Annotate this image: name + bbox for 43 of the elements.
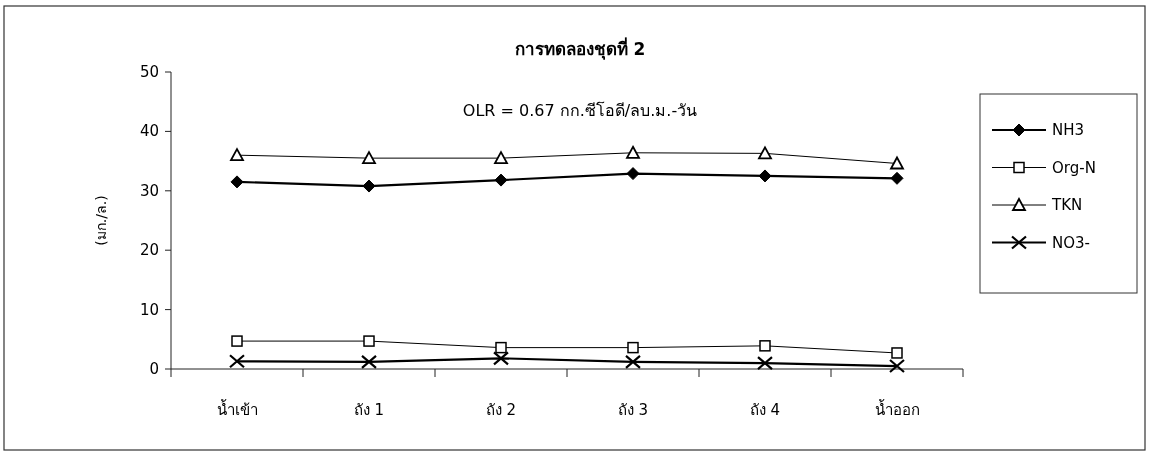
- point: [363, 335, 375, 347]
- x-tick-label: น้ำเข้า: [216, 399, 258, 419]
- point: [228, 354, 246, 369]
- point: [492, 351, 510, 366]
- point: [230, 148, 244, 162]
- point: [626, 167, 640, 181]
- legend-label: NO3-: [1052, 233, 1090, 252]
- point: [626, 145, 640, 159]
- x-tick-label: ถัง 2: [485, 401, 517, 419]
- point: [891, 347, 903, 359]
- point: [756, 355, 774, 371]
- chart-title: การทดลองชุดที่ 2: [514, 37, 646, 60]
- y-axis-title: (มก./ล.): [93, 195, 109, 246]
- point: [758, 146, 772, 160]
- point: [890, 171, 904, 185]
- legend-label: TKN: [1051, 196, 1083, 214]
- y-tick-label: 20: [139, 241, 159, 260]
- point: [495, 341, 507, 354]
- y-tick-label: 40: [139, 122, 159, 141]
- point: [759, 340, 771, 352]
- x-tick-label: ถัง 1: [353, 401, 385, 419]
- point: [230, 175, 244, 189]
- x-tick-label: ถัง 4: [749, 401, 781, 419]
- y-tick-label: 50: [139, 63, 159, 81]
- point: [494, 173, 508, 187]
- y-tick-label: 30: [139, 181, 159, 200]
- point: [362, 179, 376, 193]
- point: [888, 358, 906, 374]
- point: [494, 151, 508, 165]
- point: [890, 156, 904, 170]
- x-tick-label: น้ำออก: [874, 399, 920, 419]
- point: [758, 169, 772, 183]
- point: [360, 354, 378, 369]
- point: [624, 354, 642, 369]
- point: [362, 151, 376, 165]
- text: OLR = 0.67 กก.ซีโอดี/ลบ.ม.-วัน: [462, 101, 698, 120]
- legend-label: NH3: [1052, 121, 1085, 139]
- y-tick-label: 0: [149, 360, 159, 378]
- point: [231, 335, 243, 347]
- x-tick-label: ถัง 3: [617, 401, 649, 419]
- y-tick-label: 10: [139, 300, 159, 319]
- point: [627, 341, 639, 354]
- legend-label: Org-N: [1052, 158, 1096, 177]
